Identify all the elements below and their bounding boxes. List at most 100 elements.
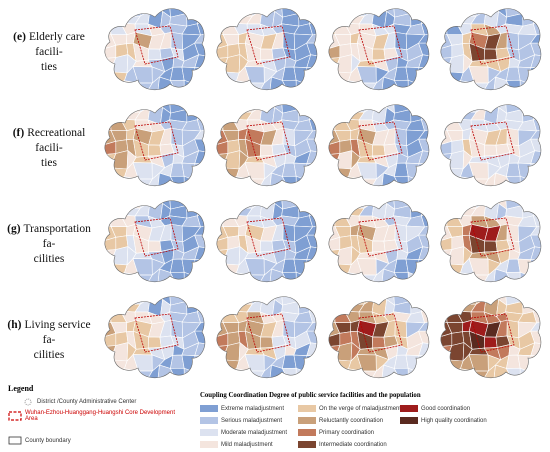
map-cell	[440, 78, 450, 90]
map-cell	[183, 367, 201, 378]
map-cell	[306, 179, 317, 186]
boundary-symbol	[8, 436, 22, 445]
map-cell	[483, 240, 498, 253]
map-cell	[308, 11, 317, 25]
map-cell	[109, 80, 127, 90]
map-cell	[405, 8, 424, 14]
map-outline	[328, 200, 430, 283]
map-cell	[308, 8, 317, 14]
map-outline	[328, 8, 430, 91]
map-cell	[328, 300, 337, 314]
map-cell	[530, 275, 541, 282]
map-cell	[481, 8, 501, 12]
map-cell	[181, 8, 200, 14]
map-cell	[306, 163, 317, 181]
map-cell	[407, 79, 425, 90]
map-cell	[222, 359, 240, 373]
map-cell	[483, 336, 498, 349]
map-cell	[281, 271, 297, 282]
map-cell	[257, 296, 277, 300]
map	[440, 296, 542, 379]
map-cells	[216, 296, 317, 378]
map-cell	[440, 174, 450, 186]
map-cell	[440, 204, 449, 218]
map-cell	[418, 224, 429, 236]
map	[216, 104, 318, 187]
map-cell	[420, 104, 429, 110]
map-cell	[145, 8, 165, 12]
map-cell	[519, 367, 537, 378]
map-cell	[371, 144, 386, 157]
map-cell	[194, 371, 205, 378]
map-cell	[420, 200, 429, 206]
map-cell	[170, 31, 184, 51]
map-cell	[194, 150, 205, 165]
map-cell	[306, 128, 317, 140]
map-cell	[328, 366, 338, 378]
legend-text: County boundary	[25, 437, 71, 444]
map-cell	[222, 263, 240, 277]
map-cell	[530, 342, 541, 357]
map-cell	[147, 240, 162, 253]
map-cell	[418, 179, 429, 186]
map-cell	[407, 271, 425, 282]
map-cells	[440, 200, 541, 282]
map-cell	[532, 104, 541, 110]
map-cell	[440, 296, 451, 305]
map-cell	[369, 104, 389, 108]
map-cell	[328, 108, 337, 122]
map-cell	[369, 8, 389, 12]
class-item: Moderate maladjustment	[200, 429, 287, 436]
map-cell	[282, 223, 296, 243]
map-cell	[407, 175, 425, 186]
map-cell	[295, 79, 313, 90]
map-cell	[221, 80, 239, 90]
map-cell	[306, 54, 317, 69]
map-cell	[306, 342, 317, 357]
map-cell	[440, 12, 449, 26]
map-cell	[110, 359, 128, 373]
core-area	[134, 25, 179, 65]
map-cell	[281, 79, 297, 90]
map-cell	[194, 83, 205, 90]
map-cell	[293, 200, 312, 206]
map-cell	[104, 161, 114, 181]
map-cell	[440, 104, 451, 113]
class-name: High quality coordination	[421, 417, 487, 424]
map-cells	[328, 8, 429, 90]
legend-item: Wuhan-Ezhou-Huanggang-Huangshi Core Deve…	[8, 410, 188, 422]
row-label: (h) Living service fa-cilities	[0, 318, 98, 363]
map-cell	[328, 65, 338, 85]
class-name: On the verge of maladjustment	[319, 405, 402, 412]
class-swatch	[200, 417, 218, 424]
map-cell	[194, 320, 205, 332]
map-cell	[530, 67, 541, 85]
map-cell	[328, 12, 337, 26]
map-cell	[328, 204, 337, 218]
map-cell	[194, 259, 205, 277]
map-cell	[418, 83, 429, 90]
map-cell	[170, 127, 184, 147]
map-cell	[440, 353, 450, 373]
map-cell	[216, 366, 226, 378]
class-swatch	[400, 417, 418, 424]
map-cell	[183, 271, 201, 282]
map-cell	[221, 272, 239, 282]
map	[328, 8, 430, 91]
core-area	[134, 121, 179, 161]
map-cells	[104, 8, 205, 90]
map-cell	[216, 104, 227, 113]
map-cell	[440, 8, 451, 17]
map-cell	[405, 104, 424, 110]
map-cell	[333, 108, 351, 120]
map-outline	[216, 200, 318, 283]
label-line: ties	[41, 157, 57, 169]
map-cell	[306, 320, 317, 332]
map-cell	[530, 128, 541, 140]
class-item: Primary coordination	[298, 429, 374, 436]
map-cell	[221, 300, 239, 312]
map-cell	[109, 204, 127, 216]
map	[104, 8, 206, 91]
label-line: (g) Transportation fa-	[0, 222, 98, 252]
map-cell	[308, 107, 317, 121]
